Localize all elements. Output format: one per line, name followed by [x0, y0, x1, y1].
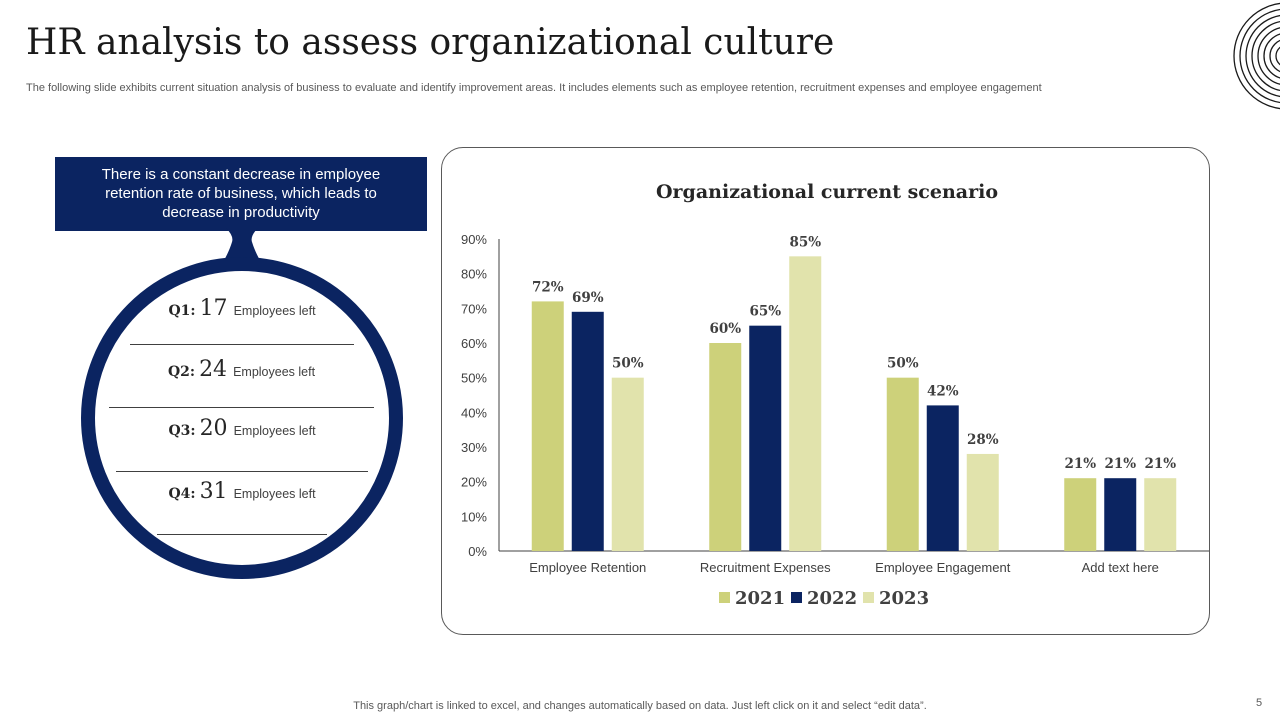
bar — [1104, 478, 1137, 551]
bar — [531, 301, 564, 551]
callout-connector — [222, 228, 262, 264]
legend-swatch — [791, 592, 802, 603]
data-label: 21% — [1144, 456, 1176, 472]
quarter-text: Employees left — [233, 487, 316, 501]
quarter-value: 17 — [199, 296, 228, 321]
bar — [749, 325, 782, 551]
x-tick-label: Employee Retention — [529, 560, 646, 575]
quarter-label: Q3: — [168, 423, 196, 439]
quarter-row-q4: Q4: 31 Employees left — [130, 479, 354, 519]
quarter-row-q3: Q3: 20 Employees left — [116, 416, 368, 456]
quarter-text: Employees left — [233, 365, 316, 379]
quarter-text: Employees left — [233, 304, 316, 318]
y-tick-label: 30% — [461, 440, 487, 455]
x-tick-label: Employee Engagement — [875, 560, 1011, 575]
quarter-row-q1: Q1: 17 Employees left — [130, 296, 354, 336]
legend-label: 2023 — [879, 588, 929, 609]
y-tick-label: 10% — [461, 509, 487, 524]
footnote: This graph/chart is linked to excel, and… — [353, 700, 927, 712]
bar-chart[interactable]: Organizational current scenario 0% 10% 20%… — [441, 147, 1210, 635]
data-label: 50% — [612, 356, 644, 372]
bar — [966, 453, 999, 551]
bar — [1064, 478, 1097, 551]
data-label: 42% — [927, 383, 959, 399]
retention-callout: There is a constant decrease in employee… — [55, 157, 427, 231]
quarter-divider — [109, 407, 374, 408]
y-tick-label: 50% — [461, 371, 487, 386]
quarter-value: 31 — [199, 479, 228, 504]
legend-label: 2021 — [735, 588, 785, 609]
y-tick-label: 0% — [468, 544, 487, 559]
data-label: 50% — [887, 356, 919, 372]
x-tick-label: Add text here — [1082, 560, 1159, 575]
data-label: 72% — [532, 279, 564, 295]
legend-swatch — [719, 592, 730, 603]
data-label: 69% — [572, 290, 604, 306]
data-label: 21% — [1104, 456, 1136, 472]
quarter-divider — [116, 471, 368, 472]
data-label: 28% — [967, 432, 999, 448]
bar — [926, 405, 959, 551]
y-tick-label: 90% — [461, 232, 487, 247]
chart-title: Organizational current scenario — [656, 181, 998, 203]
quarter-value: 20 — [199, 416, 228, 441]
quarter-value: 24 — [199, 357, 228, 382]
bar — [886, 377, 919, 551]
quarter-row-q2: Q2: 24 Employees left — [109, 357, 374, 397]
bar — [789, 256, 822, 551]
quarter-text: Employees left — [233, 424, 316, 438]
y-tick-label: 20% — [461, 475, 487, 490]
concentric-rings-decoration — [1233, 2, 1280, 110]
quarter-label: Q4: — [168, 486, 196, 502]
legend-swatch — [863, 592, 874, 603]
quarter-label: Q1: — [168, 303, 196, 319]
quarter-label: Q2: — [167, 364, 196, 380]
data-label: 60% — [709, 321, 741, 337]
page-number: 5 — [1256, 697, 1263, 709]
quarter-divider — [157, 534, 327, 535]
y-tick-label: 80% — [461, 267, 487, 282]
quarter-divider — [130, 344, 354, 345]
data-label: 85% — [789, 234, 821, 250]
chart-panel — [441, 147, 1210, 635]
x-tick-label: Recruitment Expenses — [700, 560, 831, 575]
data-label: 21% — [1064, 456, 1096, 472]
slide-title: HR analysis to assess organizational cul… — [26, 22, 835, 63]
slide-subtitle: The following slide exhibits current sit… — [26, 82, 1042, 94]
y-tick-label: 70% — [461, 301, 487, 316]
y-tick-label: 40% — [461, 405, 487, 420]
bar — [571, 311, 604, 551]
bar — [611, 377, 644, 551]
legend-label: 2022 — [807, 588, 857, 609]
data-label: 65% — [749, 304, 781, 320]
bar — [1144, 478, 1177, 551]
bar — [709, 343, 742, 551]
y-tick-label: 60% — [461, 336, 487, 351]
